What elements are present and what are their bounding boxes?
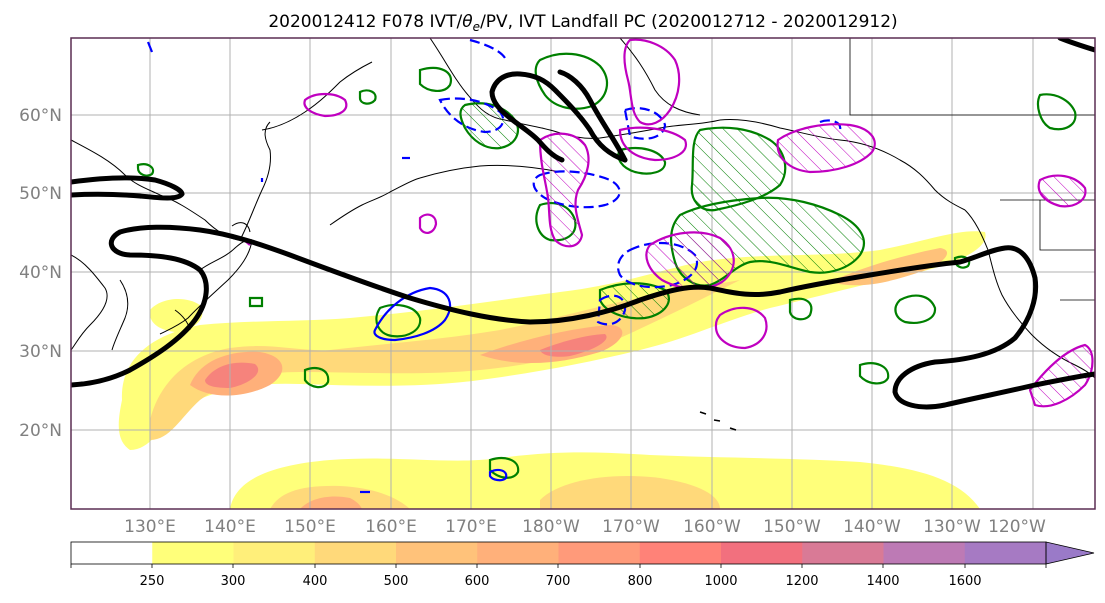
colorbar-label: 500 <box>384 574 409 589</box>
colorbar-cell <box>721 542 803 564</box>
colorbar-label: 800 <box>628 574 653 589</box>
colorbar-ticks <box>70 564 1047 568</box>
lat-axis: 60°N 50°N 40°N 30°N 20°N <box>19 106 62 441</box>
lat-tick-label: 50°N <box>19 184 62 204</box>
colorbar-cell <box>233 542 316 564</box>
lon-tick-label: 180°W <box>522 517 580 537</box>
colorbar-frame <box>70 541 1047 565</box>
lon-tick-label: 130°E <box>124 517 176 537</box>
colorbar-cell <box>964 542 1047 564</box>
lon-axis: 130°E 140°E 150°E 160°E 170°E 180°W 170°… <box>124 517 1046 537</box>
colorbar-cell <box>396 542 478 564</box>
colorbar-label: 700 <box>546 574 571 589</box>
lon-tick-label: 140°W <box>843 517 901 537</box>
colorbar-label: 1600 <box>948 574 981 589</box>
lon-tick-label: 170°W <box>602 517 660 537</box>
colorbar-label: 400 <box>303 574 328 589</box>
colorbar-cells <box>71 542 1047 564</box>
lon-tick-label: 130°W <box>923 517 981 537</box>
lat-tick-label: 30°N <box>19 342 62 362</box>
colorbar: 250 300 400 500 600 700 800 1000 1200 14… <box>70 541 1095 589</box>
lon-tick-label: 170°E <box>445 517 497 537</box>
lat-tick-label: 60°N <box>19 106 62 126</box>
lon-tick-label: 160°E <box>365 517 417 537</box>
colorbar-cell <box>477 542 559 564</box>
colorbar-label: 250 <box>140 574 165 589</box>
lon-tick-label: 120°W <box>988 517 1046 537</box>
lon-tick-label: 140°E <box>204 517 256 537</box>
colorbar-label: 600 <box>465 574 490 589</box>
colorbar-cell <box>558 542 641 564</box>
lat-tick-label: 40°N <box>19 263 62 283</box>
colorbar-extend-arrow <box>1045 541 1095 565</box>
figure-title: 2020012412 F078 IVT/θe/PV, IVT Landfall … <box>268 12 897 34</box>
jet-contours <box>71 38 1095 410</box>
colorbar-label: 1200 <box>785 574 818 589</box>
colorbar-cell <box>71 542 153 564</box>
colorbar-label: 300 <box>221 574 246 589</box>
colorbar-label: 1400 <box>866 574 899 589</box>
colorbar-labels: 250 300 400 500 600 700 800 1000 1200 14… <box>140 574 982 589</box>
lon-tick-label: 150°E <box>284 517 336 537</box>
map-panel <box>71 38 1095 509</box>
map-frame <box>70 37 1096 510</box>
colorbar-cell <box>883 542 966 564</box>
pv-contours <box>243 38 1094 408</box>
lon-tick-label: 150°W <box>763 517 821 537</box>
colorbar-label: 1000 <box>704 574 737 589</box>
lon-tick-label: 160°W <box>683 517 741 537</box>
colorbar-cell <box>639 542 722 564</box>
lat-tick-label: 20°N <box>19 421 62 441</box>
colorbar-cell <box>802 542 884 564</box>
colorbar-cell <box>314 542 397 564</box>
colorbar-cell <box>152 542 234 564</box>
